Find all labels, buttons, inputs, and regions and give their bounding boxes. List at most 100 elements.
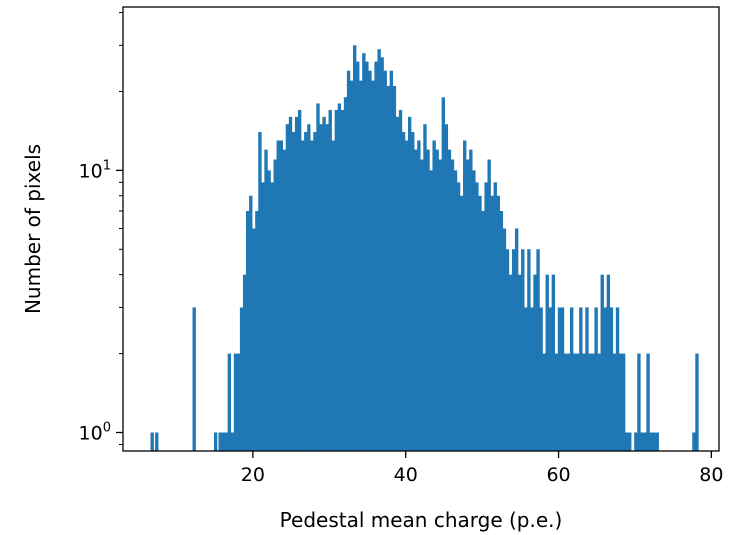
histogram-bar [282, 149, 287, 451]
histogram-bar [570, 307, 574, 451]
histogram-bar [233, 353, 238, 451]
histogram-bar [441, 97, 445, 452]
histogram-bar [478, 195, 482, 451]
histogram-bar [261, 182, 265, 451]
histogram-bar [411, 132, 415, 451]
histogram-bar [316, 103, 320, 452]
histogram-bar [490, 195, 494, 451]
histogram-bar [692, 432, 696, 451]
histogram-bar [328, 109, 332, 452]
histogram-bar [466, 159, 470, 451]
histogram-bar [548, 307, 552, 451]
histogram-bar [582, 353, 586, 451]
histogram-bar [649, 432, 653, 451]
histogram-bar [505, 249, 510, 451]
histogram-bar [615, 307, 620, 451]
histogram-bar [463, 140, 467, 451]
histogram-bar [279, 140, 283, 451]
histogram-bar [634, 432, 638, 451]
histogram-bar [352, 45, 357, 452]
histogram-bar [530, 307, 534, 451]
histogram-bar [456, 182, 461, 451]
histogram-bar [285, 124, 290, 452]
histogram-bar [579, 307, 583, 451]
histogram-bar [628, 432, 632, 451]
histogram-bar [554, 353, 559, 451]
histogram-bar [155, 432, 159, 451]
histogram-bar [380, 57, 384, 452]
histogram-bar [563, 353, 568, 451]
histogram-bar [472, 170, 476, 451]
histogram-bar [551, 274, 556, 451]
histogram-bar [426, 149, 430, 451]
histogram-bar [560, 307, 565, 451]
histogram-bar [365, 61, 369, 452]
histogram-bar [398, 109, 403, 452]
histogram-bar [573, 353, 577, 451]
histogram-bar [301, 140, 305, 451]
histogram-bar [417, 140, 421, 451]
histogram-bar [637, 353, 641, 451]
histogram-bar [349, 80, 354, 452]
histogram-bar [588, 353, 592, 451]
histogram-bar [192, 307, 196, 451]
histogram-bar [695, 353, 699, 451]
histogram-bar [239, 307, 244, 451]
histogram-bar [337, 103, 342, 452]
histogram-bar [527, 249, 531, 451]
histogram-bar [224, 432, 228, 451]
histogram-bar [331, 140, 335, 451]
histogram-bar [368, 70, 372, 452]
histogram-bar [600, 274, 604, 451]
histogram-bar [484, 182, 488, 451]
histogram-bar [356, 61, 360, 452]
histogram-bar [346, 70, 351, 452]
histogram-bar [383, 70, 387, 452]
histogram-bar [307, 124, 311, 452]
histogram-bar [594, 307, 598, 451]
histogram-bar [230, 432, 235, 451]
histogram-bars [150, 45, 699, 452]
histogram-bar [267, 170, 271, 451]
x-tick-label: 40 [394, 464, 418, 486]
histogram-bar [392, 85, 397, 451]
histogram-bar [521, 249, 525, 451]
x-tick-label: 20 [241, 464, 265, 486]
histogram-bar [542, 353, 546, 451]
histogram-bar [606, 274, 611, 451]
histogram-bar [325, 124, 329, 452]
histogram-bar [395, 116, 400, 452]
histogram-bar [249, 195, 253, 451]
histogram-bar [481, 210, 485, 451]
histogram-bar [655, 432, 659, 451]
histogram-bar [524, 307, 528, 451]
histogram-bar [621, 353, 626, 451]
histogram-bar [227, 353, 232, 451]
histogram-bar [404, 140, 409, 451]
histogram-bar [539, 307, 543, 451]
histogram-bar [545, 274, 549, 451]
histogram-bar [453, 170, 458, 451]
histogram-bar [213, 432, 218, 451]
histogram-bar [585, 307, 589, 451]
x-tick-label: 60 [546, 464, 570, 486]
histogram-bar [499, 210, 504, 451]
histogram-bar [652, 432, 656, 451]
histogram-bar [591, 353, 595, 451]
histogram-bar [255, 210, 259, 451]
x-axis-label: Pedestal mean charge (p.e.) [280, 508, 563, 532]
histogram-bar [646, 353, 650, 451]
histogram-bar [459, 195, 464, 451]
histogram-bar [252, 228, 256, 451]
histogram-bar [236, 353, 241, 451]
histogram-bar [444, 124, 449, 452]
histogram-bar [447, 149, 452, 451]
histogram-bar [291, 132, 296, 451]
histogram-bar [374, 61, 378, 452]
histogram-bar [359, 80, 363, 452]
histogram-bar [612, 353, 617, 451]
histogram-bar [566, 353, 571, 451]
histogram-bar [533, 274, 537, 451]
histogram-bar [514, 228, 519, 451]
